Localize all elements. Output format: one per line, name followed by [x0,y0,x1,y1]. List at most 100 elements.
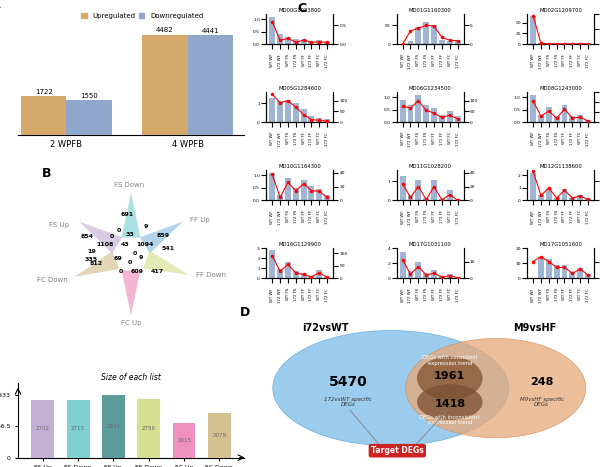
Text: FF Up: FF Up [190,217,210,223]
Bar [400,99,406,122]
Bar [293,188,299,200]
Title: MD05G1284600: MD05G1284600 [278,86,321,91]
Text: FC Up: FC Up [121,319,141,325]
Bar [538,257,544,278]
Text: FS Down: FS Down [113,183,144,188]
Bar [316,118,322,122]
Bar [569,198,575,200]
Bar [546,107,552,122]
Bar [308,276,314,278]
Text: 812: 812 [89,262,103,266]
Text: 2702: 2702 [36,426,50,432]
Bar [447,41,452,44]
Polygon shape [122,193,140,238]
Bar [554,265,560,278]
Text: 335: 335 [85,257,98,262]
Bar [324,119,330,122]
Bar [285,99,291,122]
Polygon shape [74,251,119,277]
Bar [308,116,314,122]
Text: 0: 0 [119,269,123,274]
Text: 0: 0 [128,261,132,266]
Bar [269,250,275,278]
Text: 2715: 2715 [71,426,85,432]
Text: FF Down: FF Down [196,272,226,278]
Bar [455,277,461,278]
Ellipse shape [273,331,509,446]
Bar [67,400,89,458]
Polygon shape [79,222,122,253]
Bar [316,270,322,278]
Bar [431,25,437,44]
Text: M9vsHF specific
DEGs: M9vsHF specific DEGs [520,396,563,407]
Bar [301,109,307,122]
Bar [324,277,330,278]
Bar [324,42,330,44]
Title: MD06G1234500: MD06G1234500 [409,86,451,91]
Bar [439,276,445,278]
Text: 9: 9 [144,225,148,229]
Text: FC Down: FC Down [37,276,67,283]
Ellipse shape [406,339,586,438]
Bar [415,27,421,44]
Text: 2756: 2756 [142,426,155,431]
Bar [554,116,560,122]
Text: 0: 0 [133,251,137,255]
Text: 4482: 4482 [156,28,174,34]
Polygon shape [143,251,188,275]
Bar [277,34,283,44]
Bar [439,40,445,44]
Text: 859: 859 [157,233,170,238]
Text: 69: 69 [114,256,123,261]
Text: 0: 0 [110,234,114,239]
Bar [577,268,583,278]
Bar [530,95,536,122]
Text: 1550: 1550 [80,93,98,99]
Bar [407,41,413,44]
Bar [21,96,67,135]
Text: 5470: 5470 [329,375,368,389]
Bar [407,105,413,122]
Text: 541: 541 [161,246,175,251]
Bar [447,111,452,122]
Ellipse shape [417,356,482,400]
Bar [538,43,544,44]
Text: 1615: 1615 [177,438,191,443]
Bar [137,399,160,458]
Text: 854: 854 [80,234,94,239]
Bar [173,423,196,458]
Title: MD10G1164300: MD10G1164300 [278,164,321,169]
Bar [301,39,307,44]
Text: 1961: 1961 [434,371,466,381]
Bar [308,42,314,44]
Text: 172vsWT specific
DEGs: 172vsWT specific DEGs [324,396,372,407]
Bar [546,189,552,200]
Bar [554,198,560,200]
Bar [285,36,291,44]
Text: 43: 43 [121,241,130,247]
Bar [455,116,461,122]
Title: MD16G1129900: MD16G1129900 [278,242,321,247]
Text: 248: 248 [530,377,553,387]
Text: Target DEGs: Target DEGs [371,446,424,455]
Title: MD17G1031100: MD17G1031100 [409,242,451,247]
Bar [562,189,568,200]
Bar [439,114,445,122]
Bar [400,176,406,200]
Bar [102,395,125,458]
Bar [423,198,429,200]
Bar [293,103,299,122]
Bar [269,16,275,44]
Text: B: B [41,167,51,180]
Title: MD12G1138600: MD12G1138600 [539,164,582,169]
Bar [530,16,536,44]
Bar [569,116,575,122]
Bar [301,273,307,278]
Ellipse shape [417,384,482,420]
Bar [415,95,421,122]
Bar [316,189,322,200]
Bar [324,195,330,200]
Bar [569,272,575,278]
Text: M9vsHF: M9vsHF [514,323,557,333]
Text: C: C [297,2,306,14]
